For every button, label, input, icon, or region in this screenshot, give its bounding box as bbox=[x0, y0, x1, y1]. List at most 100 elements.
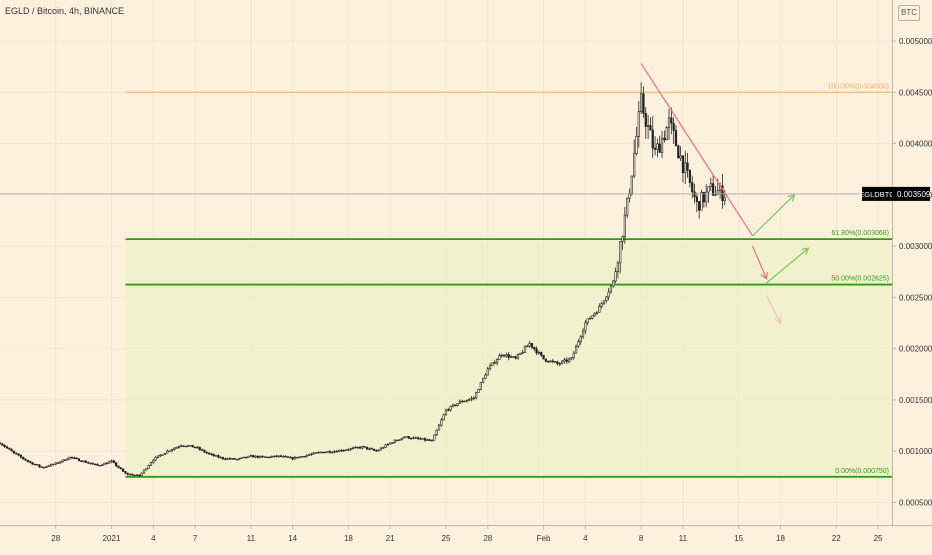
candle-up bbox=[61, 459, 64, 463]
fib-levels[interactable]: 100.00%(0.004500) 61.80%(0.003068) 50.00%(… bbox=[125, 83, 892, 478]
y-tick-label: 0.001500 bbox=[899, 396, 932, 405]
candle-down bbox=[658, 143, 661, 153]
candle-up bbox=[619, 241, 622, 264]
candle-up bbox=[605, 296, 608, 302]
candle-up bbox=[314, 452, 318, 454]
candle-up bbox=[384, 444, 387, 448]
candle-up bbox=[660, 137, 664, 153]
arrow-head bbox=[787, 193, 796, 202]
candle-up bbox=[249, 455, 252, 457]
candle-down bbox=[138, 474, 141, 477]
candle-up bbox=[45, 466, 48, 468]
candle-up bbox=[305, 455, 308, 457]
currency-badge[interactable]: BTC bbox=[898, 5, 920, 21]
arrow-head bbox=[801, 247, 810, 255]
x-tick-label: 8 bbox=[639, 534, 644, 543]
candle-down bbox=[224, 458, 227, 460]
candle-down bbox=[91, 463, 95, 465]
candle-up bbox=[656, 143, 659, 150]
candle-up bbox=[621, 236, 624, 242]
candle-up bbox=[163, 452, 167, 456]
annotations[interactable] bbox=[640, 63, 810, 325]
y-axis[interactable]: 0.000500 0.001000 0.001500 0.002000 0.002500… bbox=[892, 0, 932, 550]
candle-down bbox=[447, 409, 450, 411]
candle-up bbox=[349, 448, 352, 450]
candle-up bbox=[723, 197, 726, 201]
candle-up bbox=[612, 280, 615, 287]
candle-down bbox=[15, 452, 18, 455]
fib-label: 0.00%(0.000750) bbox=[835, 468, 889, 475]
candle-down bbox=[245, 456, 248, 459]
candle-up bbox=[581, 330, 585, 338]
candle-down bbox=[89, 462, 92, 465]
candle-up bbox=[333, 451, 336, 453]
candle-up bbox=[312, 452, 315, 455]
candle-down bbox=[284, 456, 287, 458]
candle-down bbox=[502, 354, 506, 357]
candle-down bbox=[507, 354, 510, 358]
candle-up bbox=[489, 365, 492, 370]
candle-up bbox=[177, 446, 180, 448]
candle-up bbox=[368, 448, 371, 450]
candle-down bbox=[115, 462, 118, 467]
candle-down bbox=[10, 448, 13, 452]
x-tick-label: 4 bbox=[583, 534, 588, 543]
candle-down bbox=[712, 183, 715, 196]
candle-down bbox=[22, 456, 25, 460]
candle-up bbox=[570, 357, 573, 360]
candle-up bbox=[472, 397, 475, 400]
candle-up bbox=[549, 360, 552, 363]
candle-down bbox=[207, 452, 211, 455]
fib-label: 61.80%(0.003068) bbox=[831, 230, 889, 237]
candle-up bbox=[705, 191, 708, 203]
candle-down bbox=[191, 445, 194, 448]
candle-down bbox=[19, 454, 23, 458]
candle-up bbox=[630, 175, 633, 194]
candle-down bbox=[644, 113, 647, 127]
candle-up bbox=[614, 271, 617, 282]
candle-up bbox=[354, 446, 357, 449]
x-tick-label: 28 bbox=[51, 534, 60, 543]
candle-up bbox=[389, 442, 392, 445]
y-tick-label: 0.003000 bbox=[899, 242, 932, 251]
candle-up bbox=[307, 454, 311, 456]
candle-down bbox=[203, 449, 206, 453]
candle-down bbox=[1, 443, 4, 446]
candle-up bbox=[561, 360, 564, 364]
chart-title: EGLD / Bitcoin, 4h, BINANCE bbox=[5, 6, 125, 16]
candle-down bbox=[228, 458, 232, 460]
x-axis[interactable]: 28 2021 4 7 11 14 18 21 25 28 Feb 4 8 11 15 18 22 25 bbox=[0, 525, 932, 543]
x-tick-label: 2021 bbox=[103, 534, 121, 543]
candle-up bbox=[347, 449, 350, 451]
trendline bbox=[640, 63, 754, 237]
candle-up bbox=[468, 398, 471, 401]
candle-up bbox=[82, 460, 85, 463]
candle-up bbox=[577, 341, 580, 347]
candle-up bbox=[449, 405, 452, 411]
candle-up bbox=[628, 193, 631, 199]
candle-up bbox=[166, 450, 169, 454]
candle-down bbox=[649, 125, 652, 131]
x-tick-label: 22 bbox=[832, 534, 841, 543]
candle-up bbox=[572, 352, 575, 358]
candle-down bbox=[335, 451, 338, 453]
candle-up bbox=[180, 445, 183, 447]
candle-up bbox=[324, 451, 327, 454]
candle-down bbox=[565, 359, 568, 362]
candle-up bbox=[331, 451, 334, 454]
candle-up bbox=[345, 449, 348, 451]
candle-up bbox=[714, 194, 717, 196]
candle-up bbox=[667, 117, 671, 128]
candle-down bbox=[691, 182, 694, 193]
candle-up bbox=[238, 458, 241, 460]
candle-up bbox=[509, 356, 513, 358]
candle-down bbox=[77, 458, 81, 462]
candle-up bbox=[289, 456, 292, 459]
candle-down bbox=[126, 473, 129, 475]
candle-down bbox=[721, 185, 724, 201]
candle-down bbox=[533, 346, 536, 350]
y-tick-label: 0.000500 bbox=[899, 498, 932, 507]
candle-down bbox=[677, 145, 680, 159]
